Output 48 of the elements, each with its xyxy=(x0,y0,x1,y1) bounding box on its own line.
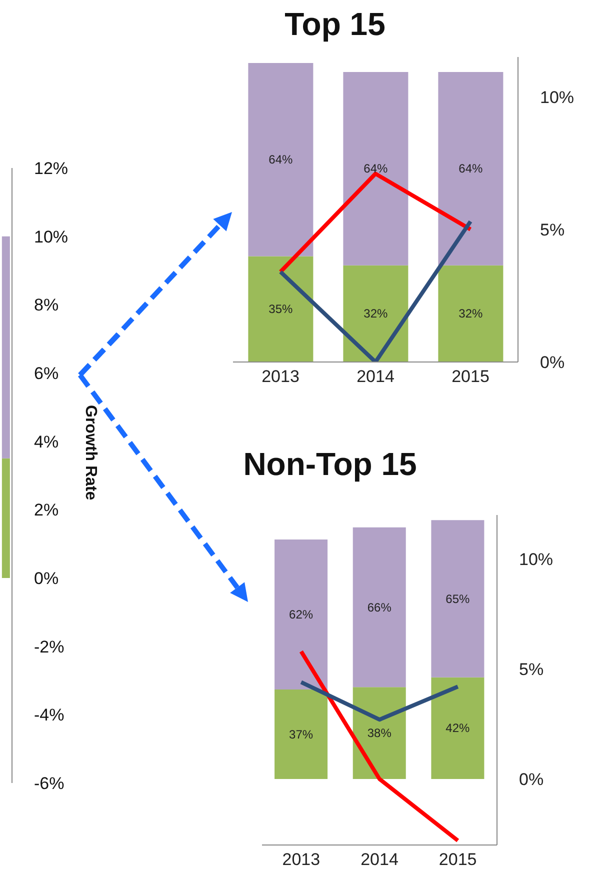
y2-tick-label: 5% xyxy=(519,660,544,680)
data-label: 64% xyxy=(458,162,484,176)
bar xyxy=(274,540,328,690)
bar xyxy=(274,690,328,779)
bar xyxy=(248,62,314,256)
bar xyxy=(343,265,408,362)
y-tick-label: 2% xyxy=(34,500,59,520)
bar xyxy=(352,527,406,688)
data-label: 38% xyxy=(367,726,392,740)
x-tick-label: 2015 xyxy=(452,367,490,386)
data-label: 62% xyxy=(289,608,314,622)
x-tick-label: 2013 xyxy=(282,850,320,870)
y-tick-label: 10% xyxy=(34,227,68,246)
data-label: 32% xyxy=(458,306,484,321)
x-tick-label: 2013 xyxy=(262,367,300,386)
chart-title: Top 15 xyxy=(284,6,386,43)
chart-title: Non-Top 15 xyxy=(242,446,418,483)
y2-tick-label: 10% xyxy=(540,88,574,107)
bar xyxy=(431,677,484,779)
y-tick-label: -2% xyxy=(34,637,64,656)
data-label: 66% xyxy=(367,600,392,614)
y-axis-title: Growth Rate xyxy=(81,405,100,500)
y2-tick-label: 0% xyxy=(540,353,565,372)
y2-tick-label: 5% xyxy=(540,220,565,240)
bar xyxy=(248,256,314,362)
y-tick-label: -6% xyxy=(34,774,64,794)
y-tick-label: 6% xyxy=(34,364,59,384)
y-tick-label: 0% xyxy=(34,569,59,588)
x-tick-label: 2015 xyxy=(438,850,477,870)
data-label: 42% xyxy=(446,721,470,736)
y2-tick-label: 0% xyxy=(519,770,544,790)
y2-tick-label: 10% xyxy=(519,550,554,570)
bar xyxy=(343,72,408,266)
x-tick-label: 2014 xyxy=(356,367,394,386)
y-tick-label: 4% xyxy=(34,432,59,452)
y-tick-label: 8% xyxy=(34,296,59,315)
y-tick-label: 12% xyxy=(34,159,68,178)
bar xyxy=(438,72,504,266)
data-label: 64% xyxy=(364,162,388,176)
bar xyxy=(438,265,504,362)
data-label: 32% xyxy=(364,306,388,321)
data-label: 64% xyxy=(268,152,294,167)
y-tick-label: -4% xyxy=(34,706,64,725)
bar xyxy=(431,520,484,678)
data-label: 65% xyxy=(446,592,470,606)
data-label: 37% xyxy=(289,727,314,742)
data-label: 35% xyxy=(268,302,294,316)
x-tick-label: 2014 xyxy=(360,850,398,870)
